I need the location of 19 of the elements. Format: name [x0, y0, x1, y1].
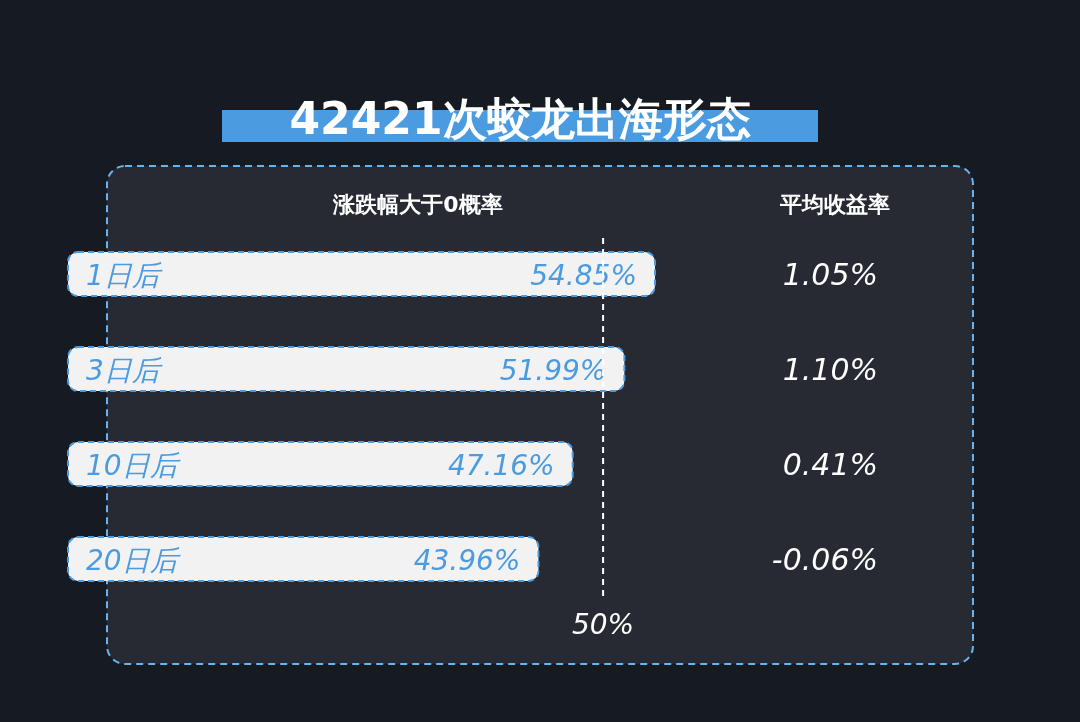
bar	[67, 536, 540, 582]
data-label: 47.16%	[447, 449, 555, 482]
bar	[67, 441, 574, 487]
bar	[67, 251, 656, 297]
y-tick-label: 20日后	[86, 544, 181, 577]
text: 0.41%	[782, 447, 878, 482]
y-tick-label: 3日后	[86, 354, 163, 387]
x-axis-title: 涨跌幅大于0概率	[332, 192, 503, 217]
y-tick-label: 1日后	[86, 259, 163, 292]
ref-line-label: 50%	[571, 608, 635, 641]
data-label: 43.96%	[413, 544, 521, 577]
text: -0.06%	[771, 542, 878, 577]
y-tick-label: 10日后	[86, 449, 181, 482]
data-label: 51.99%	[499, 354, 607, 387]
text: 1.10%	[782, 352, 878, 387]
text: 1.05%	[782, 257, 878, 292]
data-label: 54.85%	[530, 259, 637, 292]
text: 平均收益率	[779, 192, 890, 217]
bar	[67, 346, 626, 392]
